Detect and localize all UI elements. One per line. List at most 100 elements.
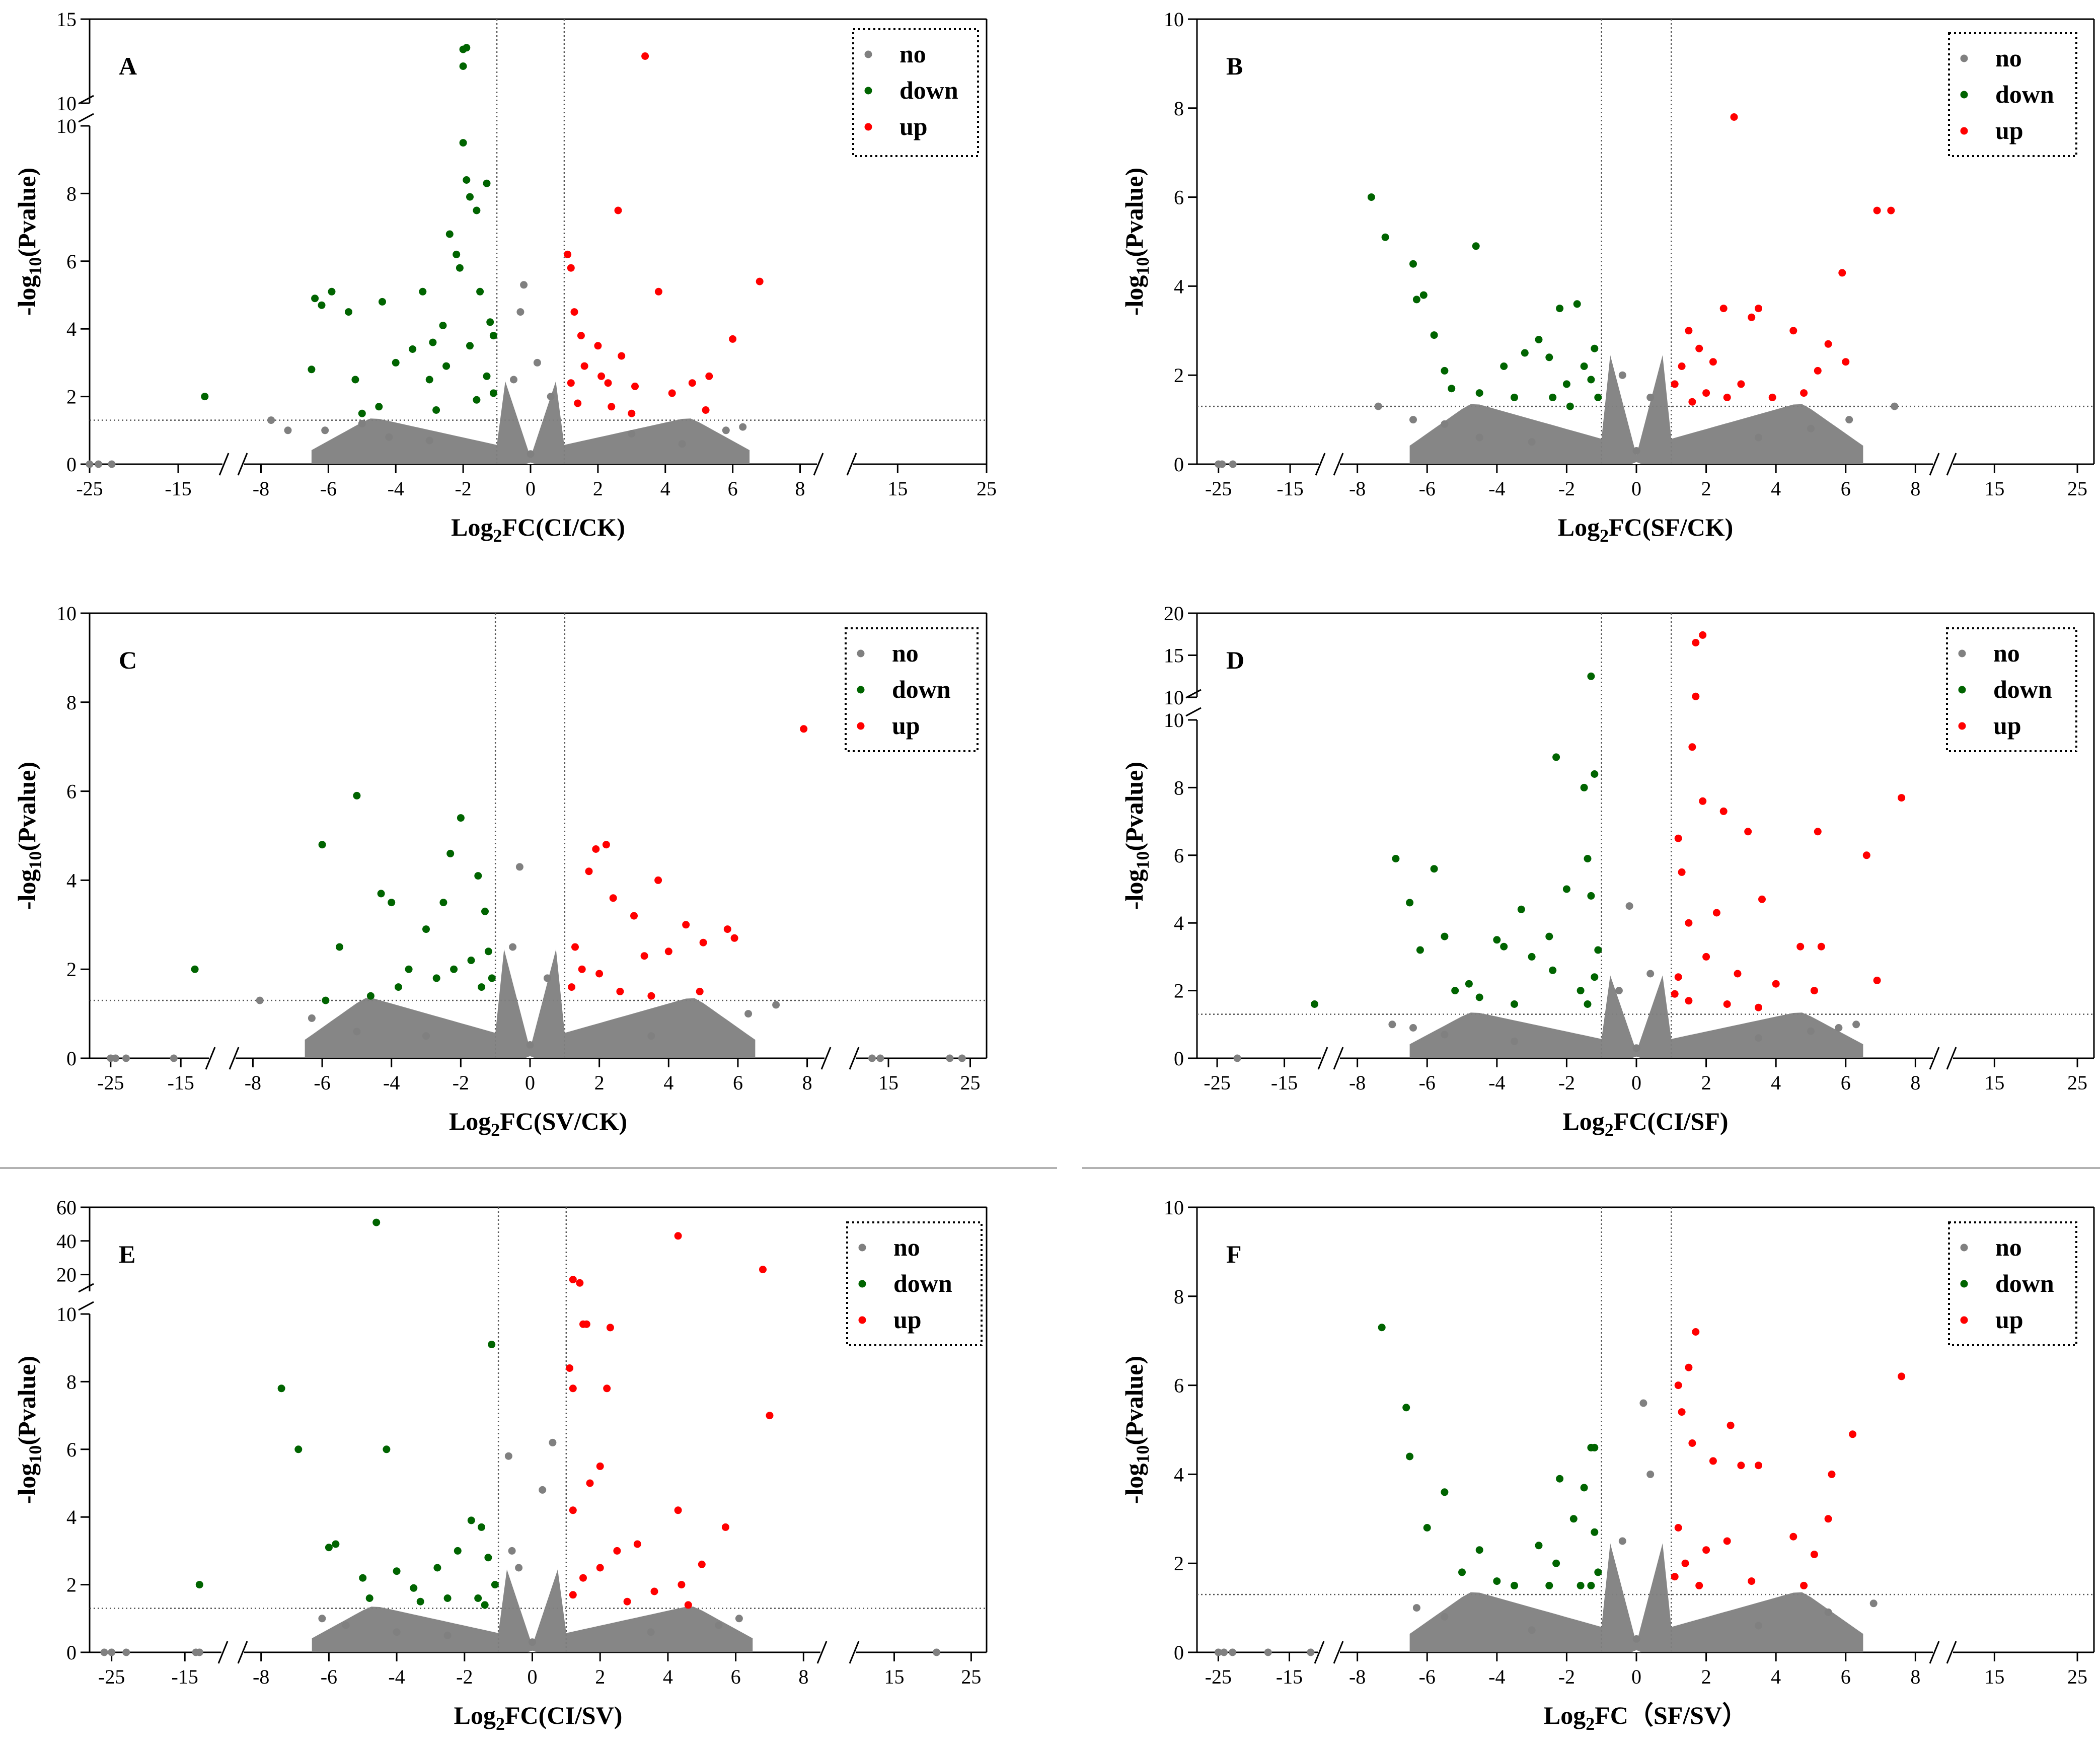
y-tick-label: 10 [1164, 8, 1184, 31]
point-down [446, 849, 455, 857]
y-tick-label: 0 [1174, 453, 1184, 476]
point-no [529, 1638, 536, 1646]
legend-label-no: no [899, 40, 926, 68]
point-down [1587, 1581, 1595, 1589]
point-down [410, 1584, 418, 1592]
y-tick-label: 10 [56, 92, 77, 115]
point-down [1451, 987, 1459, 995]
y-tick-label: 8 [66, 691, 77, 714]
point-no [1475, 433, 1483, 442]
point-no [1229, 460, 1237, 468]
point-up [1699, 797, 1707, 805]
y-tick-label: 8 [1174, 776, 1184, 799]
point-no [108, 1648, 116, 1656]
legend-label-up: up [1995, 116, 2023, 144]
x-tick-label: 2 [1701, 1665, 1711, 1688]
panel-F: 0 2 4 6 8 10 -25 -15 -8 -6 -4 -2 0 2 4 6 8 15 25 F no down up L… [1120, 1196, 2095, 1734]
y-tick-label: 2 [1174, 980, 1184, 1002]
point-down [191, 965, 199, 973]
point-down [483, 179, 491, 187]
y-label-post: (Pvalue) [1120, 168, 1148, 257]
point-up [674, 1232, 682, 1240]
x-tick-label: -2 [1558, 1665, 1575, 1688]
point-down [1594, 946, 1602, 954]
point-down [1378, 1324, 1386, 1332]
legend-marker-down [1960, 1280, 1968, 1288]
point-no [1528, 1626, 1536, 1634]
x-axis-label: Log2FC(CI/CK) [451, 513, 625, 546]
point-up [602, 841, 610, 849]
point-down [377, 890, 385, 898]
y-tick-label: 10 [56, 1303, 77, 1326]
point-up [721, 1523, 729, 1531]
point-up [564, 250, 572, 258]
x-label-rest: FC（SF/SV） [1595, 1701, 1747, 1729]
point-up [756, 277, 764, 285]
point-down [1511, 393, 1518, 401]
point-no [876, 1054, 884, 1062]
x-tick-label: 0 [1631, 1071, 1641, 1094]
point-down [1500, 362, 1508, 370]
point-no [1618, 371, 1626, 379]
point-up [1796, 942, 1805, 951]
point-up [1838, 269, 1846, 277]
point-no [1220, 1648, 1228, 1656]
point-no [509, 943, 517, 951]
point-down [484, 1554, 492, 1562]
point-up [1748, 1577, 1756, 1585]
point-down [1381, 233, 1389, 241]
point-no [1807, 1027, 1815, 1035]
point-up [1692, 692, 1700, 700]
point-up [1842, 358, 1850, 366]
point-down [1409, 260, 1417, 268]
x-tick-label: 6 [1841, 1071, 1851, 1094]
y-break-mark [1185, 707, 1202, 717]
point-no [1511, 1037, 1518, 1045]
x-tick-label: 4 [660, 477, 670, 500]
point-up [698, 1560, 706, 1568]
point-up [576, 1279, 584, 1287]
point-no [1441, 420, 1449, 428]
point-down [1573, 300, 1581, 308]
y-label-post: (Pvalue) [1120, 762, 1148, 851]
point-up [603, 1384, 611, 1393]
x-label-rest: FC(SF/CK) [1609, 513, 1733, 541]
point-up [682, 921, 690, 929]
point-no [946, 1054, 954, 1062]
x-label-subscript: 2 [493, 526, 502, 546]
x-tick-label: -2 [456, 1665, 473, 1688]
point-down [1448, 385, 1456, 393]
point-down [325, 1544, 333, 1552]
point-up [1873, 206, 1881, 214]
point-down [1591, 770, 1599, 778]
point-up [1824, 1515, 1832, 1523]
point-up [566, 1364, 574, 1372]
x-tick-label: 8 [1910, 477, 1920, 500]
point-up [606, 1324, 614, 1332]
y-label-post: (Pvalue) [13, 168, 41, 257]
x-label-subscript: 2 [496, 1714, 505, 1734]
x-tick-label: -8 [1349, 1071, 1366, 1094]
cloud-notch [1631, 462, 1642, 464]
point-down [489, 332, 497, 340]
point-up [647, 992, 655, 1000]
point-up [1730, 113, 1738, 121]
x-tick-label: 6 [1841, 477, 1851, 500]
y-break-mark [1185, 689, 1202, 699]
point-down [1416, 946, 1424, 954]
non-significant-cloud [1409, 355, 1863, 464]
x-label-base: Log [1558, 513, 1600, 541]
point-down [392, 358, 400, 367]
legend-box [846, 1221, 983, 1346]
y-label-pre: -log [13, 275, 41, 316]
point-no [1807, 424, 1815, 432]
x-tick-label: -4 [1488, 477, 1505, 500]
point-down [439, 322, 447, 329]
x-tick-label: -15 [1276, 1665, 1303, 1688]
point-no [772, 1001, 780, 1009]
point-up [1699, 631, 1707, 639]
point-no [443, 1631, 452, 1639]
cloud-notch [1631, 1056, 1642, 1058]
point-up [1692, 639, 1700, 646]
point-no [1374, 402, 1382, 410]
